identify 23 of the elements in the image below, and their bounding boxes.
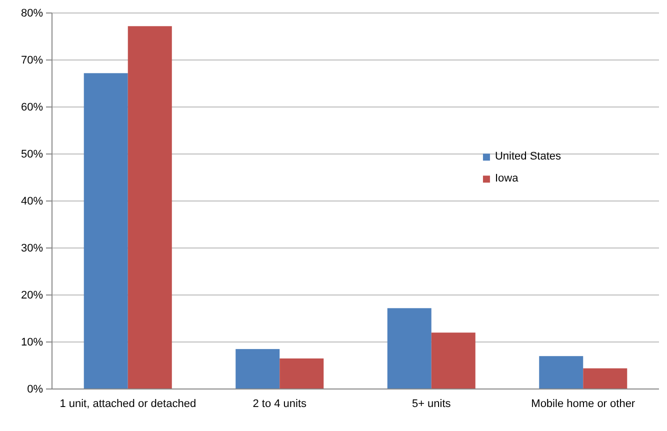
y-tick-label: 50% — [20, 148, 44, 161]
y-tick-label: 40% — [20, 196, 44, 208]
y-tick-label: 10% — [20, 336, 44, 349]
y-tick-label: 80% — [20, 8, 44, 20]
bar — [84, 73, 128, 389]
x-tick-label: Mobile home or other — [531, 398, 636, 410]
x-tick-label: 2 to 4 units — [252, 398, 308, 410]
bar — [387, 308, 432, 389]
x-tick-label: 1 unit, attached or detached — [60, 398, 196, 410]
bar — [583, 368, 628, 389]
y-tick-label: 20% — [20, 290, 44, 302]
bar — [539, 356, 584, 389]
y-tick-label: 0% — [27, 384, 44, 396]
x-tick-label: 5+ units — [412, 398, 452, 410]
legend-label: United States — [494, 150, 562, 163]
y-tick-label: 60% — [20, 102, 44, 114]
legend-label: Iowa — [494, 172, 520, 185]
bar — [431, 332, 476, 389]
y-tick-label: 30% — [20, 242, 44, 255]
bar — [236, 349, 280, 389]
bar — [280, 358, 324, 389]
bar — [128, 26, 172, 389]
y-tick-label: 70% — [20, 54, 44, 67]
